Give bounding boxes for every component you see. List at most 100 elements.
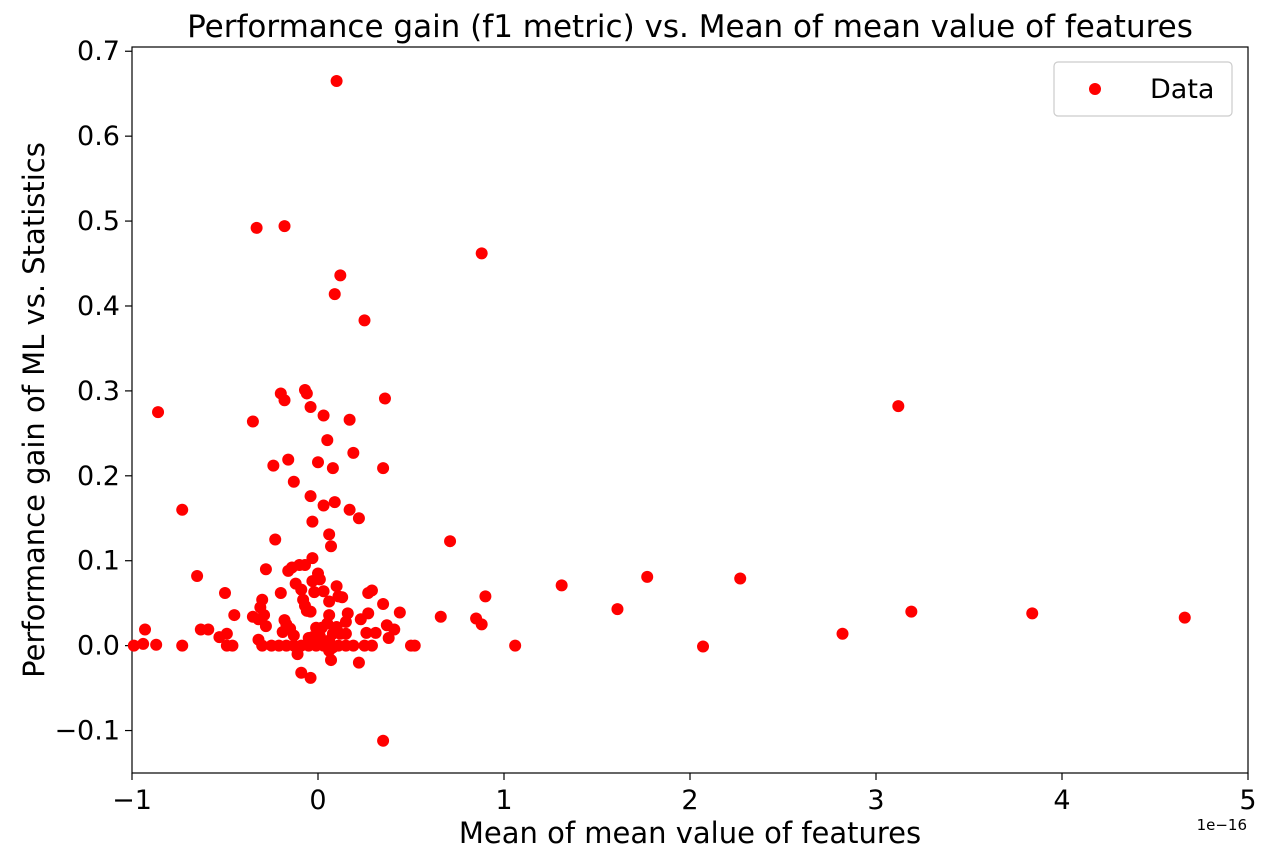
- data-point: [304, 490, 317, 503]
- data-point: [408, 639, 421, 652]
- data-point: [323, 595, 336, 608]
- y-tick-label: 0.6: [77, 121, 120, 152]
- data-point: [317, 409, 330, 422]
- data-point: [308, 586, 321, 599]
- y-tick-label: 0.5: [77, 206, 120, 237]
- data-point: [282, 453, 295, 466]
- y-tick-label: −0.1: [54, 716, 120, 747]
- data-point: [276, 626, 289, 639]
- data-point: [358, 314, 371, 327]
- data-point: [365, 639, 378, 652]
- data-point: [304, 605, 317, 618]
- data-point: [274, 586, 287, 599]
- data-point: [317, 499, 330, 512]
- x-tick-label: 5: [1239, 785, 1256, 816]
- data-point: [269, 533, 282, 546]
- y-axis: −0.1 0.0 0.1 0.2 0.3 0.4 0.5 0.6 0.7: [54, 36, 132, 747]
- x-tick-label: −1: [112, 785, 152, 816]
- data-point: [434, 610, 447, 623]
- legend: Data: [1053, 61, 1233, 117]
- data-point: [176, 639, 189, 652]
- data-point: [137, 637, 150, 650]
- data-point: [362, 586, 375, 599]
- data-point: [325, 540, 338, 553]
- data-point: [905, 605, 918, 618]
- data-point: [250, 221, 263, 234]
- data-point: [334, 269, 347, 282]
- chart-title: Performance gain (f1 metric) vs. Mean of…: [187, 9, 1193, 45]
- data-point: [282, 564, 295, 577]
- data-point: [382, 631, 395, 644]
- data-point: [191, 570, 204, 583]
- data-point: [611, 603, 624, 616]
- data-point: [228, 609, 241, 622]
- data-point: [641, 570, 654, 583]
- data-point: [317, 585, 330, 598]
- data-point: [226, 639, 239, 652]
- data-point: [219, 586, 231, 599]
- x-axis-label: Mean of mean value of features: [459, 816, 921, 850]
- data-point: [479, 590, 492, 603]
- data-point: [323, 528, 336, 541]
- data-point: [336, 591, 349, 604]
- plot-frame: [131, 46, 1249, 774]
- data-point: [360, 626, 373, 639]
- data-point: [304, 671, 317, 684]
- x-offset-label: 1e−16: [1197, 816, 1247, 834]
- data-point: [304, 401, 317, 414]
- data-point: [312, 456, 324, 469]
- data-point: [347, 446, 360, 459]
- data-point: [326, 641, 339, 654]
- data-point: [555, 579, 568, 592]
- data-point: [295, 666, 308, 679]
- data-point: [343, 413, 356, 426]
- data-point: [152, 406, 165, 419]
- y-tick-label: 0.1: [77, 546, 120, 577]
- data-point: [202, 623, 215, 636]
- data-point: [267, 459, 280, 472]
- y-tick-label: 0.0: [77, 631, 120, 662]
- data-point: [377, 462, 390, 475]
- data-point: [326, 462, 339, 475]
- data-point: [127, 639, 140, 652]
- y-tick-label: 0.3: [77, 376, 120, 407]
- x-tick-label: 1: [495, 785, 512, 816]
- data-point: [509, 639, 522, 652]
- data-point: [734, 572, 747, 585]
- data-point: [836, 627, 849, 640]
- data-point: [339, 615, 352, 628]
- plot-area: [131, 46, 1249, 774]
- data-point: [306, 515, 319, 528]
- data-point: [354, 613, 367, 626]
- data-point: [328, 496, 341, 509]
- data-point: [393, 606, 406, 619]
- data-point: [287, 475, 300, 488]
- data-point: [259, 563, 272, 576]
- x-tick-label: 0: [309, 785, 326, 816]
- data-point: [1178, 611, 1191, 624]
- data-point: [300, 387, 313, 400]
- data-point: [287, 629, 300, 642]
- data-point: [278, 394, 291, 407]
- x-tick-label: 3: [867, 785, 884, 816]
- data-point: [259, 620, 272, 633]
- data-point: [306, 575, 319, 588]
- data-point: [444, 535, 457, 548]
- data-point: [347, 639, 360, 652]
- data-point: [328, 288, 341, 301]
- data-point: [325, 654, 338, 667]
- data-point: [278, 220, 291, 233]
- y-tick-label: 0.4: [77, 291, 120, 322]
- data-point: [1026, 607, 1039, 620]
- data-point: [295, 583, 308, 596]
- x-axis: −1 0 1 2 3 4 5: [112, 773, 1257, 816]
- data-point: [213, 631, 226, 644]
- data-point: [139, 623, 152, 636]
- data-point: [378, 392, 391, 405]
- data-point: [388, 623, 401, 636]
- x-tick-label: 4: [1053, 785, 1070, 816]
- data-point: [475, 618, 488, 631]
- legend-label: Data: [1150, 74, 1214, 105]
- data-point: [291, 648, 304, 661]
